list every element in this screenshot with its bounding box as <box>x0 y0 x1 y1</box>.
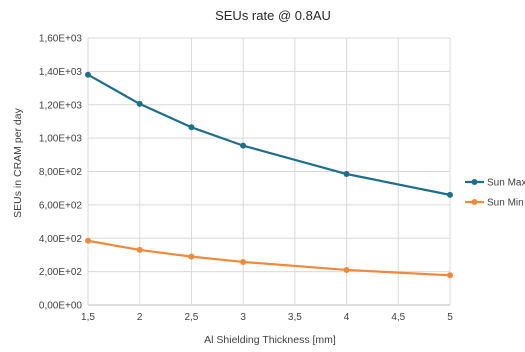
series-sun-max <box>85 71 453 198</box>
data-point <box>447 272 453 279</box>
x-axis-title: Al Shielding Thickness [mm] <box>204 334 336 346</box>
y-tick-label: 2,00E+02 <box>39 267 83 278</box>
data-point <box>447 191 453 198</box>
y-tick-label: 1,40E+03 <box>39 67 83 78</box>
x-tick-label: 2 <box>137 312 143 323</box>
y-axis-title: SEUs in CRAM per day <box>12 107 24 217</box>
y-tick-label: 6,00E+02 <box>39 200 83 211</box>
data-point <box>85 237 91 244</box>
legend: Sun Max Sun Min <box>465 178 525 209</box>
x-tick-label: 4,5 <box>391 312 405 323</box>
x-tick-label: 4 <box>344 312 350 323</box>
x-axis-ticks: 1,5 2 2,5 3 3,5 4 4,5 5 <box>81 312 453 323</box>
y-tick-label: 4,00E+02 <box>39 234 83 245</box>
y-tick-label: 1,00E+03 <box>39 134 83 145</box>
x-tick-label: 3 <box>240 312 246 323</box>
series-sun-min <box>85 237 453 279</box>
legend-marker <box>471 179 478 185</box>
data-point <box>136 246 143 253</box>
legend-marker <box>471 199 478 205</box>
data-point <box>188 124 195 131</box>
data-point <box>240 142 247 149</box>
x-tick-label: 3,5 <box>288 312 302 323</box>
data-point <box>240 258 247 265</box>
data-point <box>188 253 195 260</box>
y-axis-ticks: 0,00E+00 2,00E+02 4,00E+02 6,00E+02 8,00E+02… <box>39 34 83 312</box>
data-point <box>343 171 350 178</box>
series-line <box>87 239 451 277</box>
y-tick-label: 1,60E+03 <box>39 34 83 45</box>
legend-item: Sun Max <box>465 178 525 189</box>
data-point <box>343 266 350 273</box>
x-tick-label: 5 <box>447 312 453 323</box>
series-group <box>85 71 453 279</box>
y-tick-label: 8,00E+02 <box>39 167 83 178</box>
x-tick-label: 1,5 <box>81 312 95 323</box>
chart-title: SEUs rate @ 0.8AU <box>215 8 331 23</box>
legend-label: Sun Min <box>487 198 524 209</box>
x-tick-label: 2,5 <box>184 312 198 323</box>
data-point <box>85 71 91 78</box>
y-tick-label: 1,20E+03 <box>39 100 83 111</box>
y-tick-label: 0,00E+00 <box>39 301 83 312</box>
legend-item: Sun Min <box>465 198 524 209</box>
data-point <box>136 100 143 107</box>
series-line <box>87 73 451 196</box>
legend-label: Sun Max <box>487 178 525 189</box>
